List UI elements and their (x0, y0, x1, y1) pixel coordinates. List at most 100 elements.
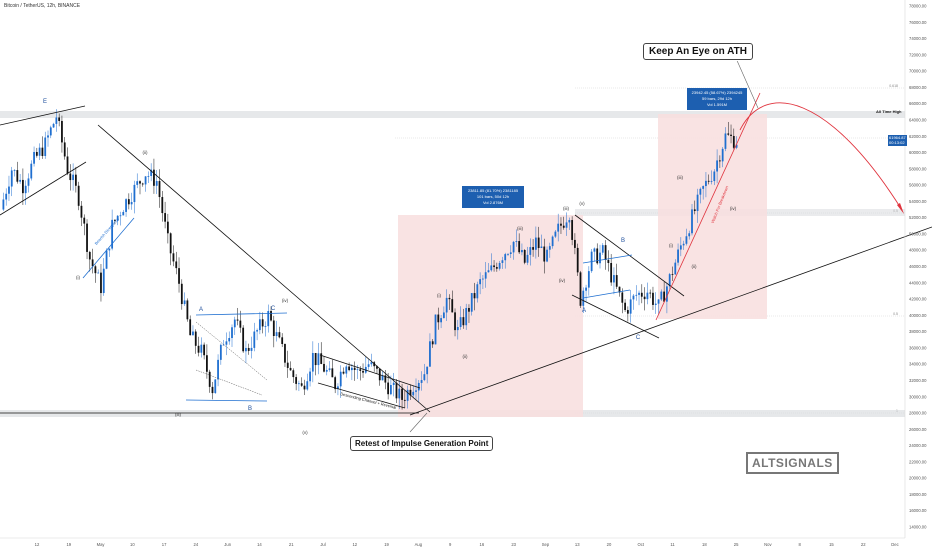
candle-down (663, 291, 666, 302)
candle-down (671, 274, 674, 275)
fib-level-label: 0.5 (893, 312, 898, 316)
price-tick-label: 24000.00 (909, 443, 927, 448)
candle-down (384, 375, 387, 383)
candle-up (487, 270, 490, 273)
candle-down (88, 251, 91, 260)
wave-label: C (271, 306, 276, 312)
candle-down (462, 317, 465, 326)
candle-up (144, 176, 147, 185)
price-tick-label: 50000.00 (909, 231, 927, 236)
time-tick-label: 24 (194, 542, 199, 547)
candle-down (643, 296, 646, 300)
candle-down (320, 353, 323, 364)
candle-up (72, 174, 74, 181)
candle-down (80, 205, 83, 218)
candle-down (180, 283, 183, 305)
price-tick-label: 76000.00 (909, 20, 927, 25)
candle-down (63, 142, 66, 157)
candle-down (261, 319, 264, 327)
price-tick-label: 46000.00 (909, 264, 927, 269)
candle-down (334, 377, 337, 390)
time-tick-label: 9 (449, 542, 452, 547)
candle-down (604, 245, 607, 261)
candle-up (298, 383, 300, 385)
candle-down (239, 320, 242, 328)
candle-up (470, 293, 473, 312)
last-price-tag: 61964.87 00:13:02 (888, 135, 907, 146)
candle-up (147, 176, 150, 177)
candle-up (515, 241, 518, 242)
candle-down (58, 117, 61, 121)
candle-down (94, 266, 97, 274)
candle-up (339, 371, 342, 387)
candle-up (534, 237, 537, 250)
measure-stats-1-line-2: 101 bars, 50d 12h (476, 194, 510, 199)
time-tick-label: Jun (224, 542, 231, 547)
price-tick-label: 64000.00 (909, 117, 927, 122)
candle-up (33, 151, 35, 164)
candle-up (119, 215, 122, 217)
time-tick-label: Nov (764, 542, 772, 547)
candle-down (41, 147, 44, 156)
time-tick-label: 15 (829, 542, 834, 547)
candle-down (100, 272, 102, 294)
ath-level-label: All Time High (876, 109, 902, 114)
candle-down (189, 319, 192, 336)
price-tick-label: 22000.00 (909, 459, 927, 464)
candle-up (504, 254, 507, 261)
candle-up (317, 353, 320, 366)
candle-down (718, 160, 721, 162)
candle-down (574, 239, 576, 248)
candle-up (13, 170, 16, 171)
candle-up (367, 364, 370, 367)
price-tick-label: 60000.00 (909, 150, 927, 155)
candle-down (532, 247, 534, 250)
candle-up (228, 338, 231, 342)
price-tick-label: 44000.00 (909, 280, 927, 285)
candle-up (507, 253, 509, 255)
wave-label: (iv) (282, 298, 289, 303)
candle-down (359, 369, 362, 371)
candle-up (24, 185, 27, 194)
time-tick-label: 23 (511, 542, 516, 547)
candle-down (284, 344, 286, 363)
price-tick-label: 72000.00 (909, 52, 927, 57)
candle-up (122, 211, 125, 216)
b-wave-top-line (582, 254, 633, 264)
candle-down (562, 225, 565, 228)
wave-label: C (636, 335, 641, 341)
time-tick-label: Jul (320, 542, 325, 547)
projected-drop-arrowhead (897, 203, 904, 214)
candle-up (309, 371, 311, 382)
candle-down (289, 367, 292, 371)
price-tick-label: 66000.00 (909, 101, 927, 106)
candle-up (275, 332, 278, 337)
candle-up (551, 236, 554, 247)
time-tick-label: 8 (798, 542, 801, 547)
candle-up (256, 330, 258, 332)
candle-up (721, 148, 724, 162)
symbol-title: Bitcoin / TetherUS, 12h, BINANCE (4, 3, 81, 9)
price-tick-label: 34000.00 (909, 362, 927, 367)
candle-up (442, 312, 445, 319)
candle-down (409, 389, 412, 396)
candle-up (601, 245, 604, 253)
candle-up (55, 117, 58, 124)
wave-label: E (43, 99, 47, 105)
ath-zone (0, 111, 905, 118)
candle-up (540, 246, 543, 249)
candle-up (30, 163, 33, 179)
candle-up (258, 319, 261, 331)
altsignals-watermark: ALTSIGNALS (746, 452, 839, 474)
candle-down (596, 248, 599, 264)
measured-move-1 (398, 215, 583, 417)
candle-up (646, 292, 649, 300)
candle-up (501, 260, 504, 263)
candle-up (111, 219, 114, 249)
price-tick-label: 16000.00 (909, 508, 927, 513)
candle-up (214, 379, 217, 394)
wedge-top-line (0, 105, 86, 126)
price-tick-label: 18000.00 (909, 492, 927, 497)
candle-up (632, 295, 635, 300)
